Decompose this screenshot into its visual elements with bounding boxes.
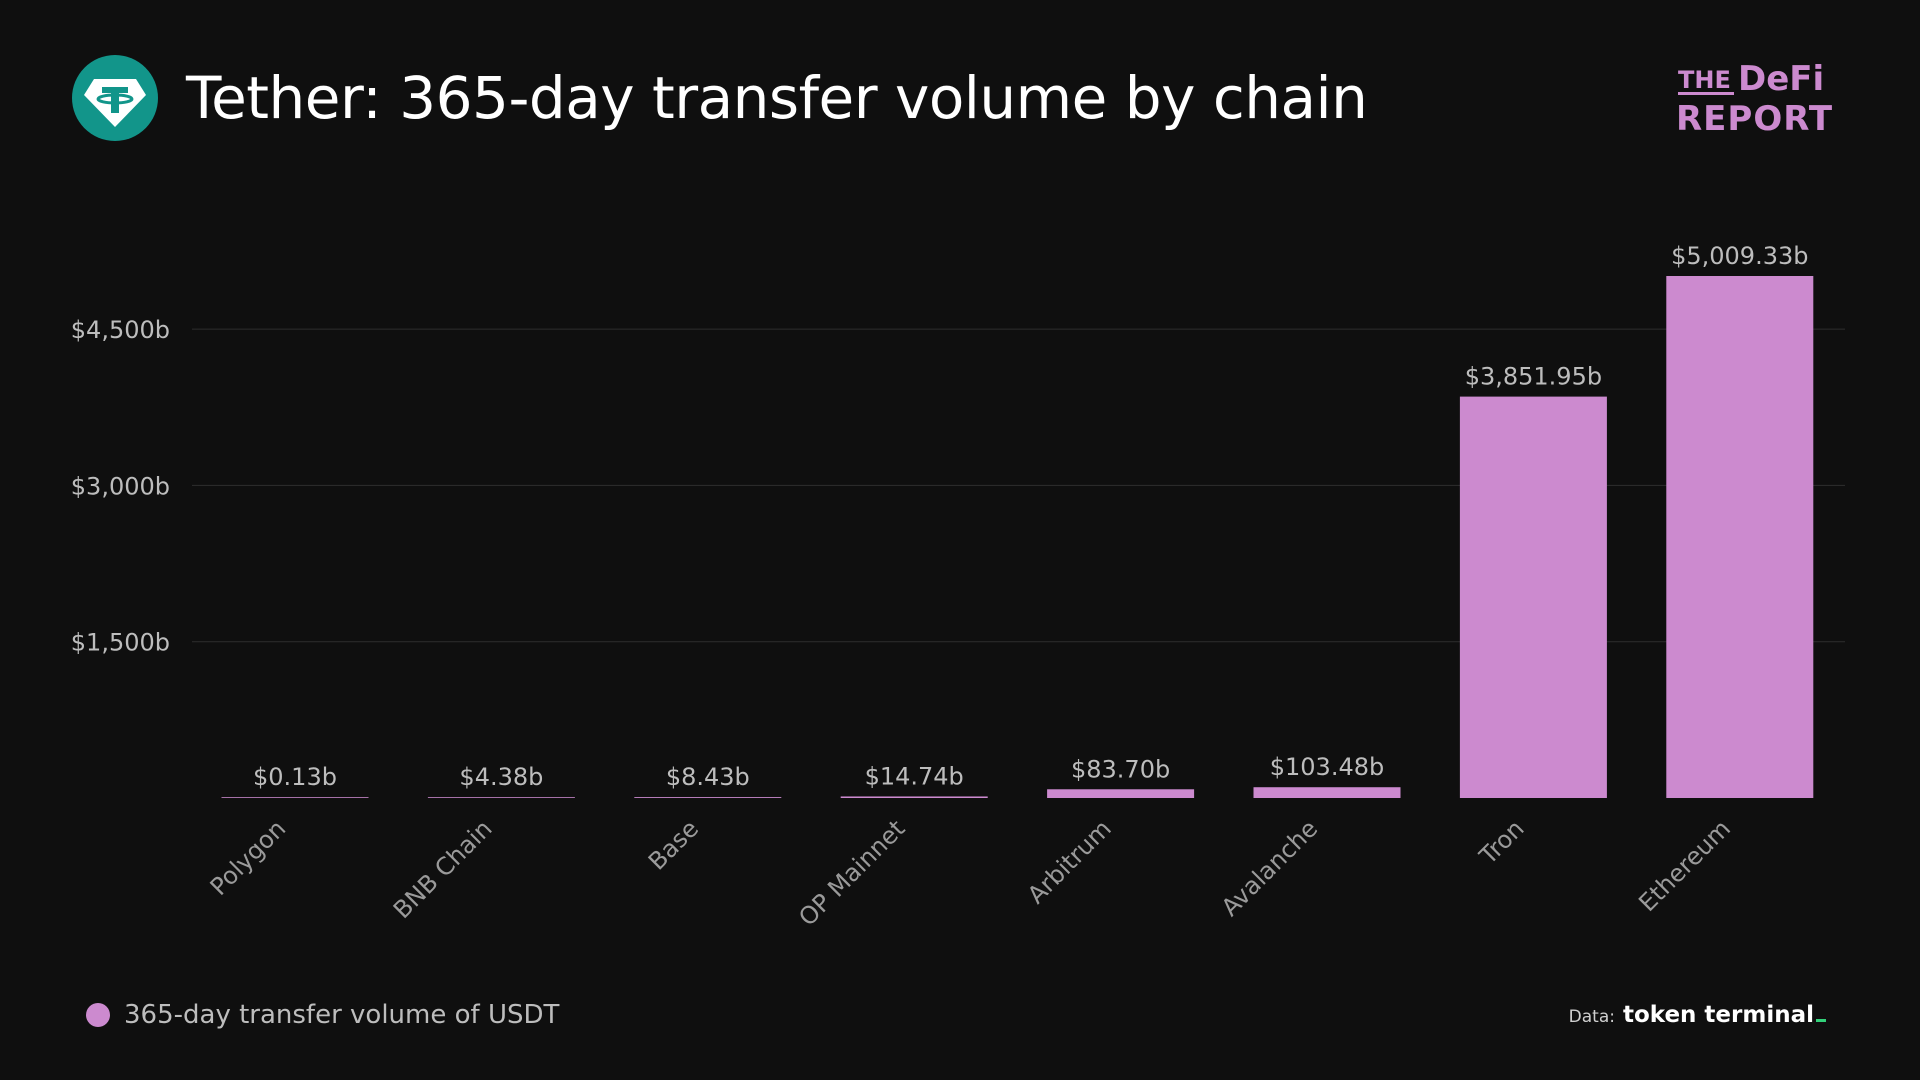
data-labels: $0.13b $4.38b $8.43b $14.74b $83.70b $103.48b… xyxy=(253,242,1808,791)
data-label: $103.48b xyxy=(1270,753,1384,781)
brand-line2: REPORT xyxy=(1676,99,1833,138)
data-label: $5,009.33b xyxy=(1671,242,1808,270)
defi-report-logo: THE DeFi REPORT xyxy=(1672,59,1842,139)
y-tick-labels: $1,500b $3,000b $4,500b xyxy=(71,316,170,657)
bar xyxy=(1253,787,1401,798)
data-label: $0.13b xyxy=(253,763,337,791)
data-label: $14.74b xyxy=(865,762,964,790)
y-tick-label: $1,500b xyxy=(71,629,170,657)
x-category-label: BNB Chain xyxy=(388,814,498,924)
page-title: Tether: 365-day transfer volume by chain xyxy=(186,64,1368,132)
header: Tether: 365-day transfer volume by chain xyxy=(72,54,1368,142)
source-label: Data: xyxy=(1568,1007,1615,1027)
brand-line1-large: DeFi xyxy=(1738,60,1824,99)
bars xyxy=(221,276,1814,798)
bar xyxy=(221,797,369,798)
tether-icon xyxy=(72,55,158,141)
legend-swatch xyxy=(86,1003,110,1027)
y-tick-label: $3,000b xyxy=(71,472,170,500)
x-category-label: Polygon xyxy=(205,814,291,900)
bar xyxy=(634,797,782,798)
data-label: $3,851.95b xyxy=(1465,363,1602,391)
legend-label: 365-day transfer volume of USDT xyxy=(124,1000,560,1030)
bar xyxy=(840,796,988,798)
legend: 365-day transfer volume of USDT xyxy=(86,1000,559,1030)
x-category-label: OP Mainnet xyxy=(793,814,910,931)
x-category-label: Arbitrum xyxy=(1022,814,1117,909)
bar xyxy=(1666,276,1814,798)
brand-line1-small: THE xyxy=(1678,66,1731,94)
x-category-label: Base xyxy=(643,814,704,875)
y-tick-label: $4,500b xyxy=(71,316,170,344)
bar xyxy=(1459,396,1607,798)
data-label: $8.43b xyxy=(666,763,750,791)
x-category-label: Tron xyxy=(1474,814,1530,870)
x-category-label: Avalanche xyxy=(1216,814,1323,921)
data-label: $4.38b xyxy=(459,763,543,791)
x-category-labels: Polygon BNB Chain Base OP Mainnet Arbitrum Av… xyxy=(205,814,1736,931)
data-label: $83.70b xyxy=(1071,755,1170,783)
source-name: token terminal xyxy=(1622,1002,1814,1028)
data-source: Data: token terminal xyxy=(1569,1002,1826,1028)
source-cursor-mark xyxy=(1816,1019,1826,1022)
x-category-label: Ethereum xyxy=(1633,814,1736,917)
bar xyxy=(1047,789,1195,798)
bar xyxy=(427,797,575,798)
